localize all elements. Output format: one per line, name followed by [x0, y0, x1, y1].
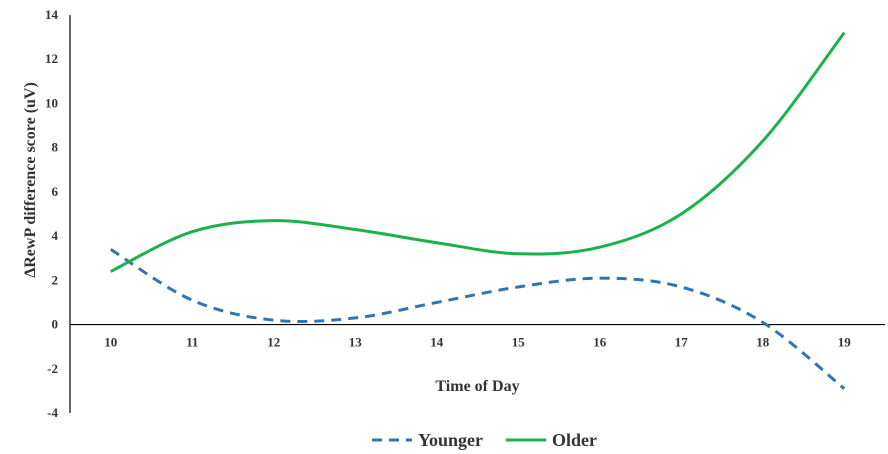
x-tick-label: 19 — [838, 335, 852, 350]
y-tick-label: 4 — [52, 228, 59, 243]
legend: Younger Older — [372, 430, 597, 450]
y-tick-label: 8 — [52, 140, 59, 155]
y-axis-ticks: 14 12 10 8 6 4 2 0 -2 -4 — [45, 7, 59, 420]
legend-label-older: Older — [552, 430, 597, 450]
x-tick-label: 16 — [593, 335, 607, 350]
y-tick-label: 0 — [52, 317, 59, 332]
x-tick-label: 10 — [104, 335, 117, 350]
y-tick-label: -2 — [47, 361, 58, 376]
x-tick-label: 14 — [430, 335, 444, 350]
series-line-older — [110, 31, 846, 273]
y-tick-label: 6 — [52, 184, 59, 199]
x-tick-label: 12 — [267, 335, 280, 350]
legend-label-younger: Younger — [418, 430, 483, 450]
y-tick-label: -4 — [47, 405, 58, 420]
y-tick-label: 10 — [45, 95, 58, 110]
x-tick-label: 11 — [186, 335, 198, 350]
x-tick-label: 18 — [756, 335, 770, 350]
x-tick-label: 15 — [512, 335, 526, 350]
y-tick-label: 14 — [45, 7, 59, 22]
y-tick-label: 2 — [52, 272, 59, 287]
x-tick-label: 17 — [675, 335, 689, 350]
x-axis-ticks: 10 11 12 13 14 15 16 17 18 19 — [104, 335, 851, 350]
series-line-younger — [109, 248, 846, 390]
x-axis-title: Time of Day — [435, 378, 519, 395]
series-layer — [109, 31, 846, 390]
x-tick-label: 13 — [349, 335, 363, 350]
y-axis-title: ΔRewP difference score (uV) — [22, 82, 39, 278]
y-tick-label: 12 — [45, 51, 58, 66]
